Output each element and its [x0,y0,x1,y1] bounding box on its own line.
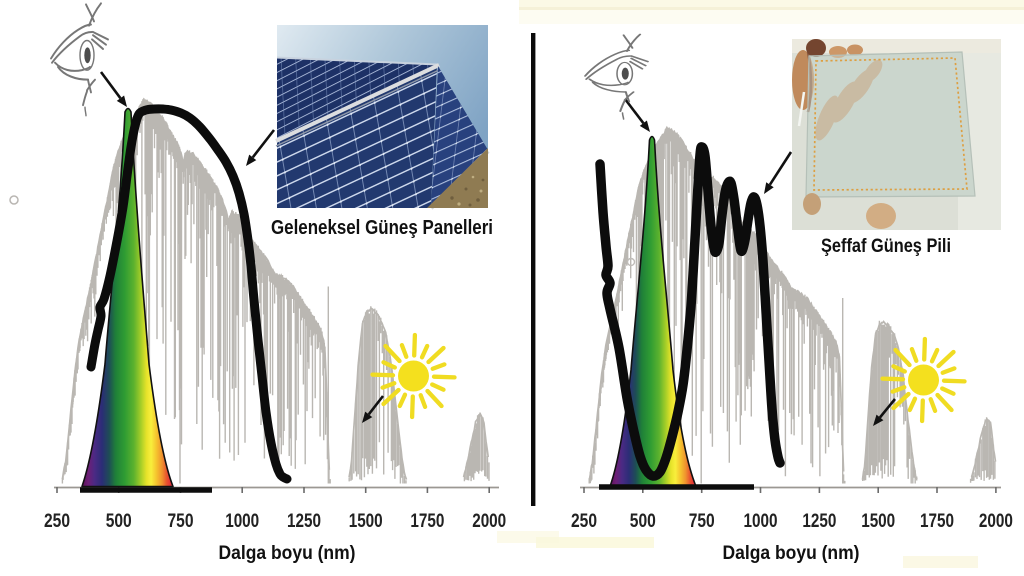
svg-text:1250: 1250 [287,510,321,532]
svg-text:1500: 1500 [349,510,383,532]
svg-text:2000: 2000 [979,510,1013,532]
svg-text:750: 750 [689,510,715,532]
svg-text:1000: 1000 [225,510,259,532]
svg-text:1000: 1000 [744,510,778,532]
svg-text:1250: 1250 [802,510,836,532]
svg-text:Dalga boyu (nm): Dalga boyu (nm) [219,542,356,564]
svg-text:500: 500 [630,510,656,532]
svg-text:500: 500 [106,510,132,532]
svg-text:1750: 1750 [920,510,954,532]
svg-text:Şeffaf Güneş Pili: Şeffaf Güneş Pili [821,236,951,257]
svg-text:250: 250 [571,510,597,532]
svg-text:1750: 1750 [410,510,444,532]
svg-text:750: 750 [168,510,194,532]
svg-text:250: 250 [44,510,70,532]
svg-text:2000: 2000 [472,510,506,532]
svg-text:Dalga boyu (nm): Dalga boyu (nm) [723,542,860,564]
svg-text:Geleneksel Güneş Panelleri: Geleneksel Güneş Panelleri [271,217,493,239]
svg-text:1500: 1500 [861,510,895,532]
